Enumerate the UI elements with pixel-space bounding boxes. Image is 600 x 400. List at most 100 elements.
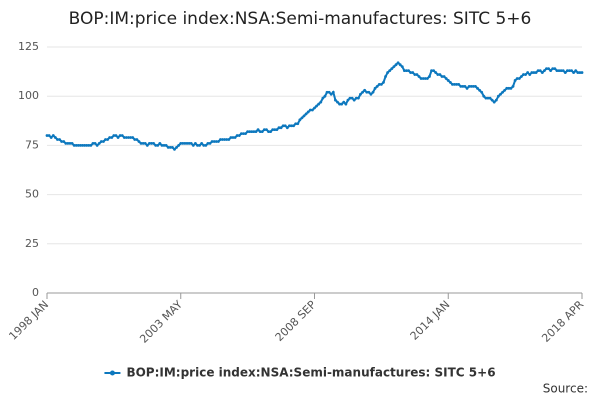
point <box>394 63 398 67</box>
point <box>436 73 440 76</box>
y-tick-label: 0 <box>32 286 39 299</box>
point <box>204 144 208 147</box>
point <box>413 73 417 76</box>
point <box>348 96 352 100</box>
point <box>540 71 544 74</box>
point <box>480 90 484 94</box>
point <box>448 81 452 84</box>
point <box>361 90 364 94</box>
point <box>164 144 168 147</box>
point <box>434 71 438 74</box>
point <box>415 73 419 76</box>
point <box>528 73 532 76</box>
point <box>471 84 475 88</box>
point <box>459 84 463 88</box>
point <box>72 144 76 147</box>
point <box>250 130 254 134</box>
point <box>279 126 283 130</box>
point <box>127 136 130 139</box>
point <box>344 102 348 106</box>
point <box>177 144 181 147</box>
point <box>411 71 415 74</box>
point <box>440 75 444 78</box>
point <box>227 138 231 141</box>
point <box>352 98 356 102</box>
point <box>331 90 335 94</box>
point <box>53 136 57 139</box>
point <box>407 69 410 73</box>
point <box>451 82 454 86</box>
y-tick-label: 50 <box>25 188 39 201</box>
point <box>484 96 488 100</box>
point <box>143 142 147 145</box>
point <box>277 126 281 130</box>
point <box>60 140 64 143</box>
point <box>64 142 68 145</box>
point <box>133 138 137 141</box>
point <box>428 75 431 78</box>
point <box>158 142 162 145</box>
point <box>185 142 189 145</box>
y-tick-label: 100 <box>18 89 39 102</box>
point <box>572 71 576 74</box>
point <box>106 138 110 141</box>
point <box>168 145 172 149</box>
point <box>430 69 433 73</box>
point <box>66 142 70 145</box>
point <box>486 96 490 100</box>
x-tick-label: 2003 MAY <box>137 298 185 346</box>
point <box>273 128 277 132</box>
point <box>200 142 204 145</box>
point <box>122 136 126 139</box>
point <box>173 147 176 151</box>
point <box>313 106 316 110</box>
point <box>563 71 567 74</box>
point <box>62 140 66 143</box>
point <box>104 138 107 141</box>
point <box>237 134 241 137</box>
point <box>371 90 375 94</box>
point <box>254 130 258 134</box>
point <box>233 136 237 139</box>
point <box>382 81 385 84</box>
point <box>578 71 582 74</box>
point <box>193 142 197 145</box>
point <box>476 86 479 90</box>
point <box>384 75 387 78</box>
point <box>70 142 74 145</box>
point <box>294 122 298 126</box>
point <box>467 84 471 88</box>
point <box>154 144 158 147</box>
point <box>478 88 481 92</box>
y-tick-label: 25 <box>25 237 39 250</box>
point <box>417 75 421 78</box>
point <box>474 84 477 88</box>
point <box>526 71 530 74</box>
point <box>377 82 381 86</box>
point <box>517 77 521 80</box>
point <box>187 142 191 145</box>
point <box>547 67 550 71</box>
point <box>463 84 467 88</box>
point <box>275 128 279 132</box>
point <box>267 130 270 134</box>
x-tick-label: 1998 JAN <box>6 298 51 343</box>
point <box>214 140 218 143</box>
point <box>152 142 155 145</box>
point <box>162 144 166 147</box>
legend-label: BOP:IM:price index:NSA:Semi-manufactures… <box>126 366 495 380</box>
point <box>513 79 517 82</box>
point <box>58 138 61 141</box>
point <box>221 138 224 141</box>
point <box>208 142 212 145</box>
point <box>206 142 210 145</box>
point <box>365 90 369 94</box>
point <box>281 124 285 128</box>
point <box>419 77 423 80</box>
point <box>306 110 310 114</box>
point <box>402 69 406 73</box>
y-tick-label: 125 <box>18 40 39 53</box>
point <box>189 142 193 145</box>
point <box>329 92 333 96</box>
point <box>350 96 354 100</box>
